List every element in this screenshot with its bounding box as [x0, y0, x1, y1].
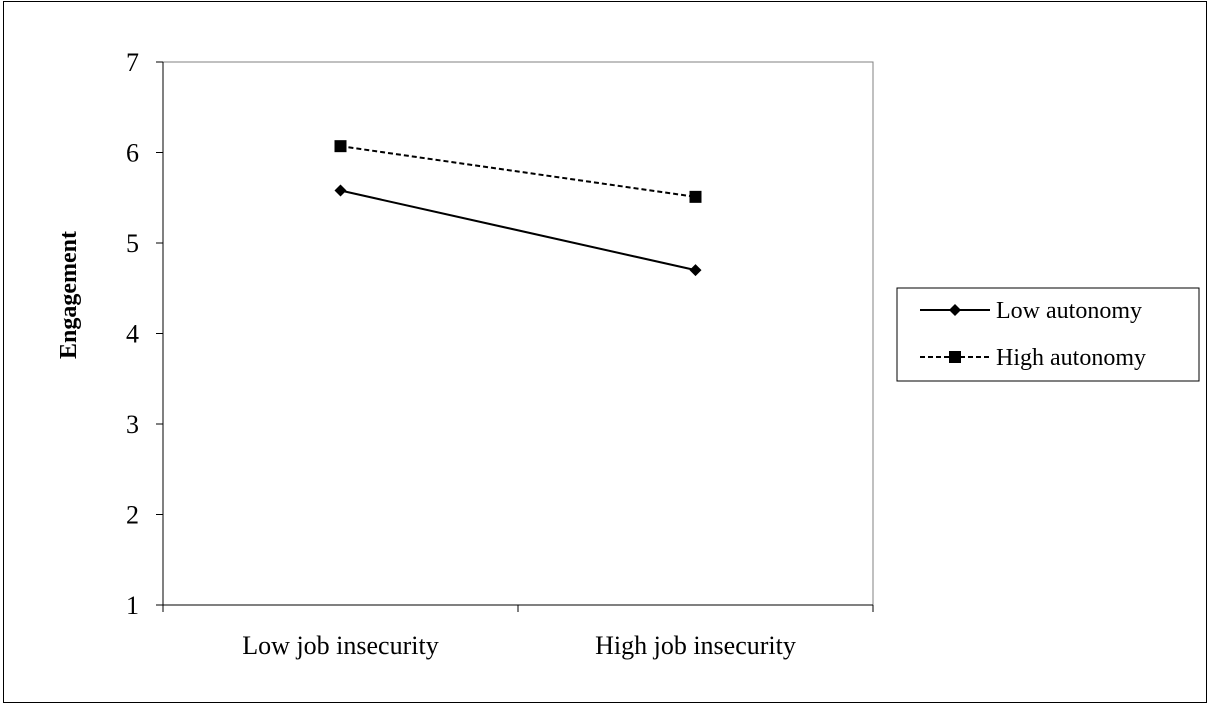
data-point-low-autonomy: [689, 264, 702, 277]
legend-marker-diamond-icon: [949, 304, 961, 316]
y-tick-label: 4: [126, 320, 139, 349]
x-axis-ticks: Low job insecurity High job insecurity: [162, 605, 874, 660]
y-tick-label: 3: [126, 410, 139, 439]
series-line-high-autonomy: [340, 145, 696, 198]
x-tick-label: Low job insecurity: [242, 631, 438, 660]
y-axis-ticks: 1 2 3 4 5 6 7: [126, 48, 163, 620]
series-line-low-autonomy: [340, 189, 696, 272]
x-tick-label: High job insecurity: [595, 631, 796, 660]
legend-entry-low-autonomy: Low autonomy: [920, 298, 1142, 324]
y-tick-label: 6: [126, 139, 139, 168]
y-tick-label: 5: [126, 229, 139, 258]
data-point-high-autonomy: [689, 190, 702, 203]
y-tick-label: 7: [126, 48, 139, 77]
legend: Low autonomy High autonomy: [896, 287, 1200, 382]
legend-box: [896, 287, 1200, 382]
data-point-high-autonomy: [334, 140, 347, 153]
data-point-low-autonomy: [334, 184, 347, 197]
y-tick-label: 1: [126, 591, 139, 620]
legend-marker-square-icon: [949, 351, 961, 363]
legend-entry-high-autonomy: High autonomy: [920, 345, 1146, 371]
y-axis-label: Engagement: [56, 231, 82, 359]
legend-label-low-autonomy: Low autonomy: [996, 298, 1142, 324]
plot-area: [162, 61, 874, 606]
legend-label-high-autonomy: High autonomy: [996, 345, 1146, 371]
series-layer: [334, 140, 702, 277]
y-tick-label: 2: [126, 501, 139, 530]
